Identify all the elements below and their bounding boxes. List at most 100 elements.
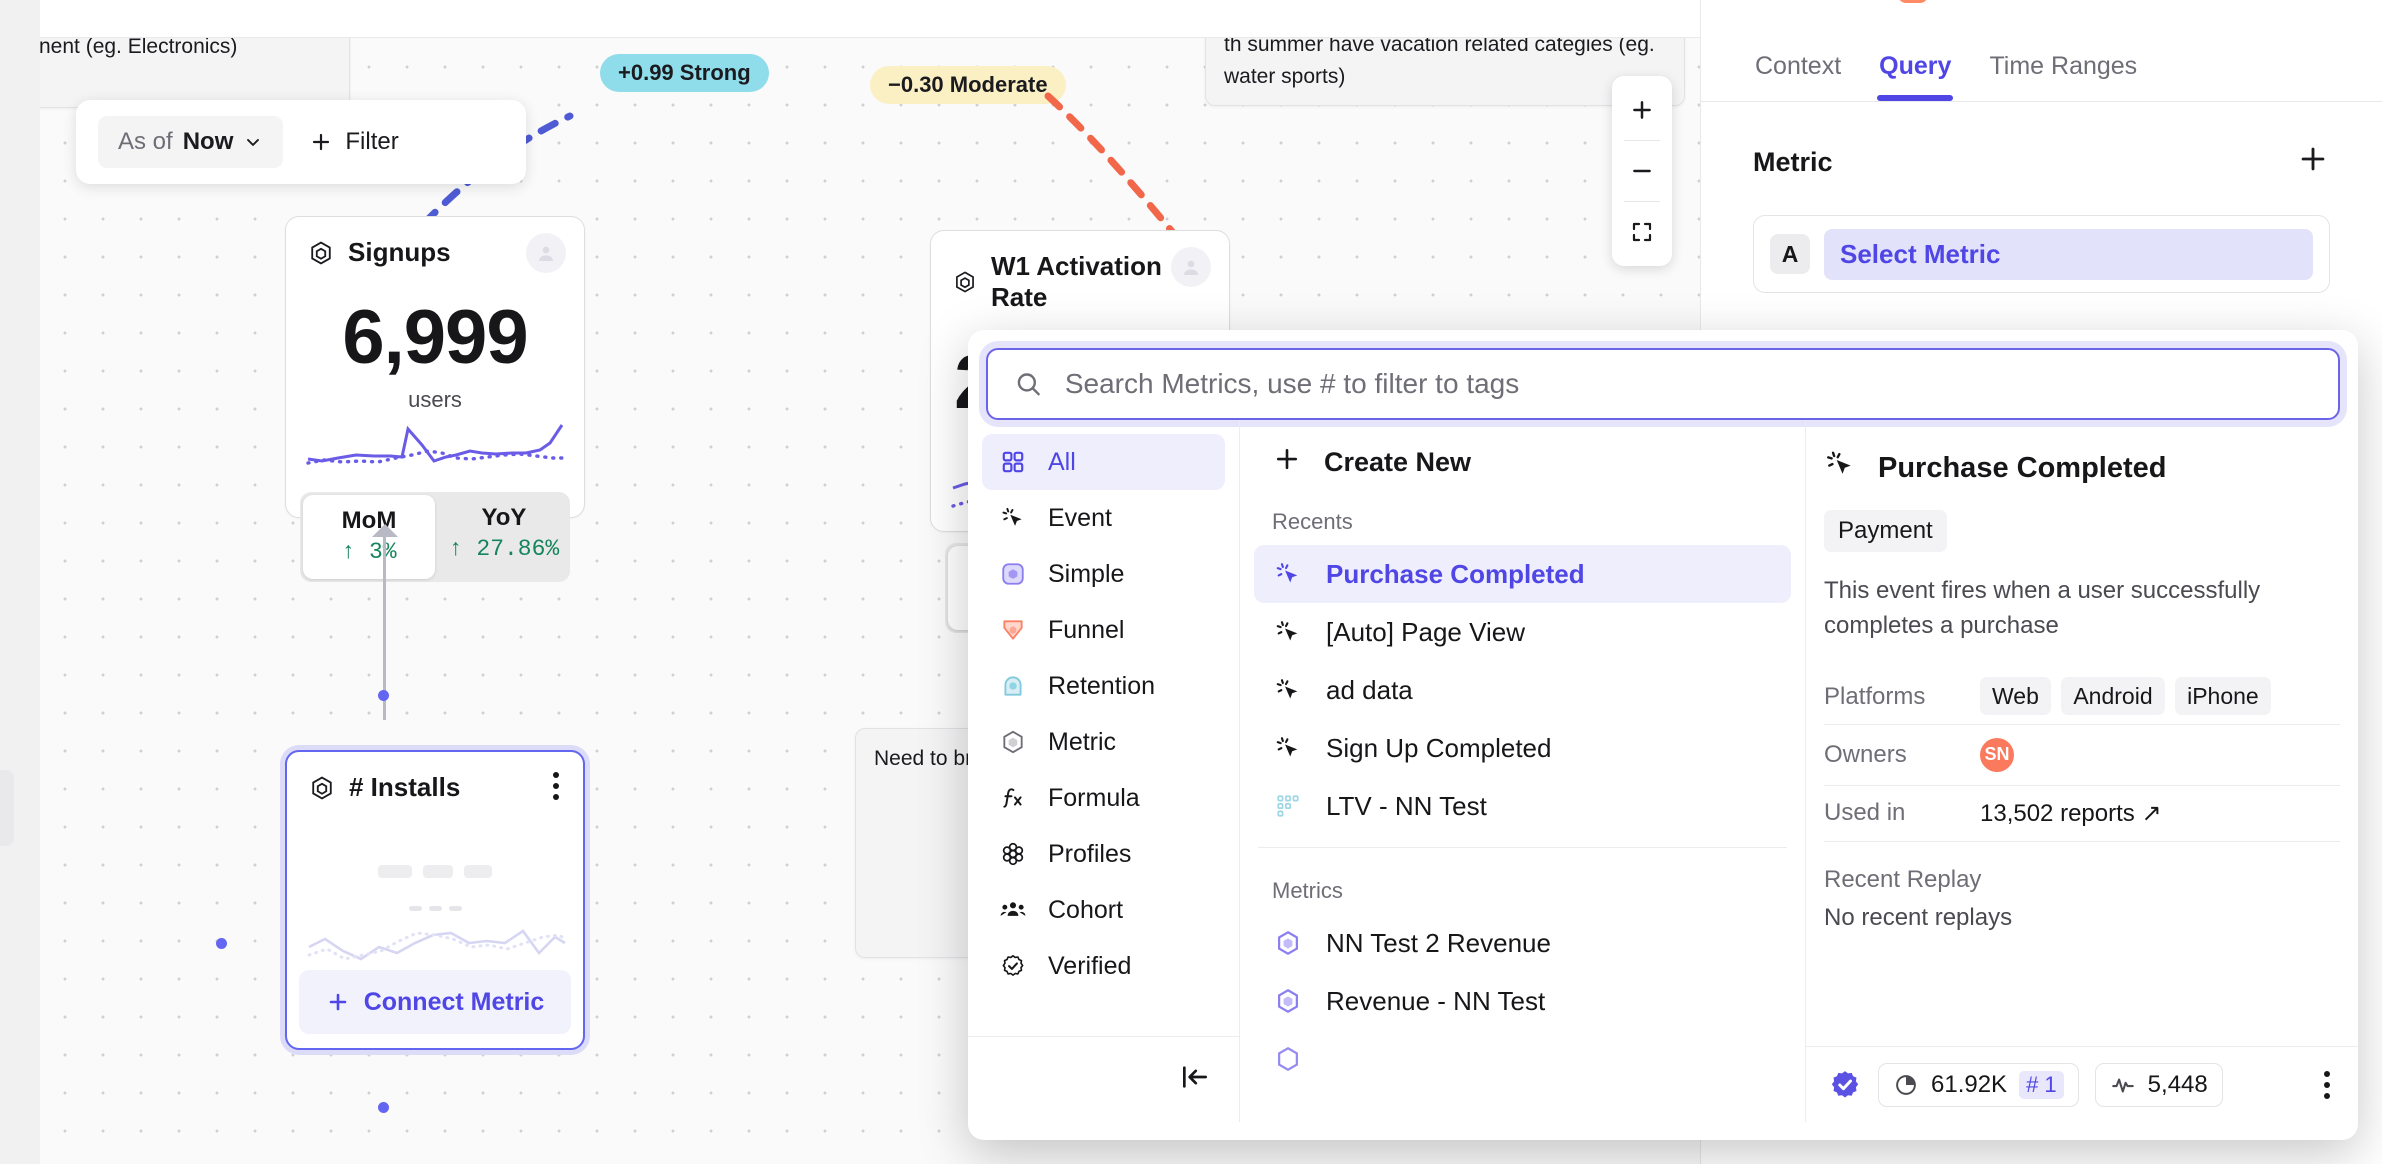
note-summer-text: th summer have vacation related categies… bbox=[1224, 38, 1655, 88]
usage-stat-pill[interactable]: 61.92K # 1 bbox=[1878, 1062, 2079, 1107]
category-metric[interactable]: Metric bbox=[982, 714, 1225, 770]
zoom-in-button[interactable] bbox=[1612, 80, 1672, 140]
category-verified[interactable]: Verified bbox=[982, 938, 1225, 994]
create-new-button[interactable]: Create New bbox=[1254, 434, 1791, 491]
detail-row-owners: Owners SN bbox=[1824, 725, 2340, 786]
plus-icon bbox=[329, 993, 347, 1011]
kebab-icon[interactable] bbox=[2324, 1070, 2336, 1099]
list-item-label: ad data bbox=[1326, 674, 1413, 705]
hexagon-rounded-icon bbox=[998, 559, 1028, 589]
list-item-revenue-nn-test[interactable]: Revenue - NN Test bbox=[1254, 972, 1791, 1030]
as-of-dropdown[interactable]: As of Now bbox=[98, 116, 284, 168]
collapse-left-icon[interactable] bbox=[1179, 1061, 1211, 1098]
canvas-collapse-handle[interactable] bbox=[0, 770, 14, 846]
group-label-metrics: Metrics bbox=[1272, 878, 1343, 903]
used-in-key: Used in bbox=[1824, 799, 1906, 827]
category-formula[interactable]: Formula bbox=[982, 770, 1225, 826]
list-item-sign-up-completed[interactable]: Sign Up Completed bbox=[1254, 719, 1791, 777]
plus-icon bbox=[1633, 101, 1651, 119]
add-filter-button[interactable]: Filter bbox=[299, 120, 408, 164]
recent-replay-key: Recent Replay bbox=[1824, 865, 1982, 893]
activity-pulse-icon bbox=[2111, 1078, 2134, 1093]
usage-rank: # 1 bbox=[2019, 1070, 2064, 1099]
recent-replay-value: No recent replays bbox=[1824, 903, 2013, 931]
list-item-ltv-nn-test[interactable]: LTV - NN Test bbox=[1254, 777, 1791, 835]
zoom-out-button[interactable] bbox=[1612, 141, 1672, 201]
tab-time-ranges[interactable]: Time Ranges bbox=[1987, 36, 2139, 101]
installs-sparkline-placeholder bbox=[287, 925, 583, 982]
minus-icon bbox=[1633, 169, 1651, 173]
list-item-purchase-completed[interactable]: Purchase Completed bbox=[1254, 545, 1791, 603]
metric-picker-modal[interactable]: All Event bbox=[968, 330, 2358, 1140]
signups-compare-mom[interactable]: MoM ↑ 3% bbox=[303, 495, 435, 579]
tab-query[interactable]: Query bbox=[1877, 36, 1954, 101]
correlation-chip-moderate[interactable]: −0.30 Moderate bbox=[870, 66, 1066, 104]
divider bbox=[1624, 201, 1660, 202]
list-item-nn-test-2-revenue[interactable]: NN Test 2 Revenue bbox=[1254, 914, 1791, 972]
connector-dot bbox=[378, 1102, 389, 1113]
select-metric-button[interactable]: Select Metric bbox=[1824, 228, 2313, 280]
metric-slot-a[interactable]: A Select Metric bbox=[1753, 215, 2330, 293]
tab-time-ranges-label: Time Ranges bbox=[1989, 52, 2138, 80]
category-cohort[interactable]: Cohort bbox=[982, 882, 1225, 938]
platform-android: Android bbox=[2061, 677, 2165, 716]
category-funnel[interactable]: Funnel bbox=[982, 602, 1225, 658]
list-item-ad-data[interactable]: ad data bbox=[1254, 661, 1791, 719]
search-input[interactable] bbox=[1064, 368, 2312, 400]
category-event[interactable]: Event bbox=[982, 490, 1225, 546]
modal-category-list[interactable]: All Event bbox=[968, 420, 1240, 1122]
right-panel-tabs[interactable]: Context Query Time Ranges bbox=[1701, 36, 2382, 102]
category-profiles[interactable]: Profiles bbox=[982, 826, 1225, 882]
category-simple-label: Simple bbox=[1048, 559, 1125, 588]
hexagon-icon bbox=[311, 241, 331, 264]
list-item-label: LTV - NN Test bbox=[1326, 790, 1487, 821]
category-formula-label: Formula bbox=[1048, 783, 1140, 812]
metric-card-signups[interactable]: Signups 6,999 users MoM ↑ 3% bbox=[285, 216, 585, 582]
tab-context[interactable]: Context bbox=[1753, 36, 1843, 101]
search-field[interactable] bbox=[986, 348, 2340, 420]
fit-to-screen-button[interactable] bbox=[1612, 202, 1672, 262]
connect-metric-button[interactable]: Connect Metric bbox=[299, 970, 571, 1034]
signups-value: 6,999 bbox=[342, 295, 528, 380]
category-simple[interactable]: Simple bbox=[982, 546, 1225, 602]
detail-row-used-in: Used in 13,502 reports ↗ bbox=[1824, 786, 2340, 842]
modal-metric-list[interactable]: Create New Recents Purchase Completed bbox=[1240, 420, 1806, 1122]
cursor-click-icon bbox=[1272, 732, 1304, 764]
add-metric-button[interactable] bbox=[2296, 142, 2330, 183]
plus-icon bbox=[1272, 444, 1302, 481]
category-all[interactable]: All bbox=[982, 434, 1225, 490]
hexagon-purple-icon bbox=[1272, 985, 1304, 1017]
list-item-auto-page-view[interactable]: [Auto] Page View bbox=[1254, 603, 1791, 661]
activity-value: 5,448 bbox=[2147, 1070, 2208, 1098]
list-item-label: [Auto] Page View bbox=[1326, 616, 1525, 647]
grid-icon bbox=[998, 447, 1028, 477]
activity-stat-pill[interactable]: 5,448 bbox=[2094, 1062, 2223, 1107]
canvas-top-bar bbox=[40, 0, 1700, 38]
used-in-link[interactable]: 13,502 reports ↗ bbox=[1980, 799, 2162, 827]
metric-card-installs[interactable]: # Installs bbox=[285, 750, 585, 1050]
yoy-value: ↑ 27.86% bbox=[448, 536, 560, 562]
list-item-partial[interactable] bbox=[1254, 1030, 1791, 1088]
signups-compare-yoy[interactable]: YoY ↑ 27.86% bbox=[438, 492, 570, 582]
canvas-zoom-controls[interactable] bbox=[1612, 76, 1672, 266]
usage-value: 61.92K bbox=[1931, 1070, 2008, 1098]
signups-compare-toggle[interactable]: MoM ↑ 3% YoY ↑ 27.86% bbox=[300, 492, 570, 582]
verified-check-icon bbox=[998, 951, 1028, 981]
modal-detail-panel: Purchase Completed Payment This event fi… bbox=[1806, 420, 2358, 1122]
divider bbox=[1624, 140, 1660, 141]
category-all-label: All bbox=[1048, 447, 1076, 476]
correlation-chip-strong[interactable]: +0.99 Strong bbox=[600, 54, 769, 92]
category-funnel-label: Funnel bbox=[1048, 615, 1125, 644]
note-summer[interactable]: th summer have vacation related categies… bbox=[1205, 38, 1685, 106]
category-retention[interactable]: Retention bbox=[982, 658, 1225, 714]
category-metric-label: Metric bbox=[1048, 727, 1117, 756]
retention-icon bbox=[998, 671, 1028, 701]
installs-card-header: # Installs bbox=[287, 752, 583, 803]
hexagon-purple-icon bbox=[1272, 927, 1304, 959]
tab-query-label: Query bbox=[1879, 52, 1952, 80]
canvas-toolbar[interactable]: As of Now Filter bbox=[76, 100, 526, 184]
installs-value-skeleton bbox=[287, 865, 583, 878]
note-segment[interactable]: nent (eg. Electronics) bbox=[40, 38, 350, 108]
owner-avatar[interactable]: SN bbox=[1980, 737, 2014, 772]
installs-card-menu-button[interactable] bbox=[553, 772, 559, 800]
